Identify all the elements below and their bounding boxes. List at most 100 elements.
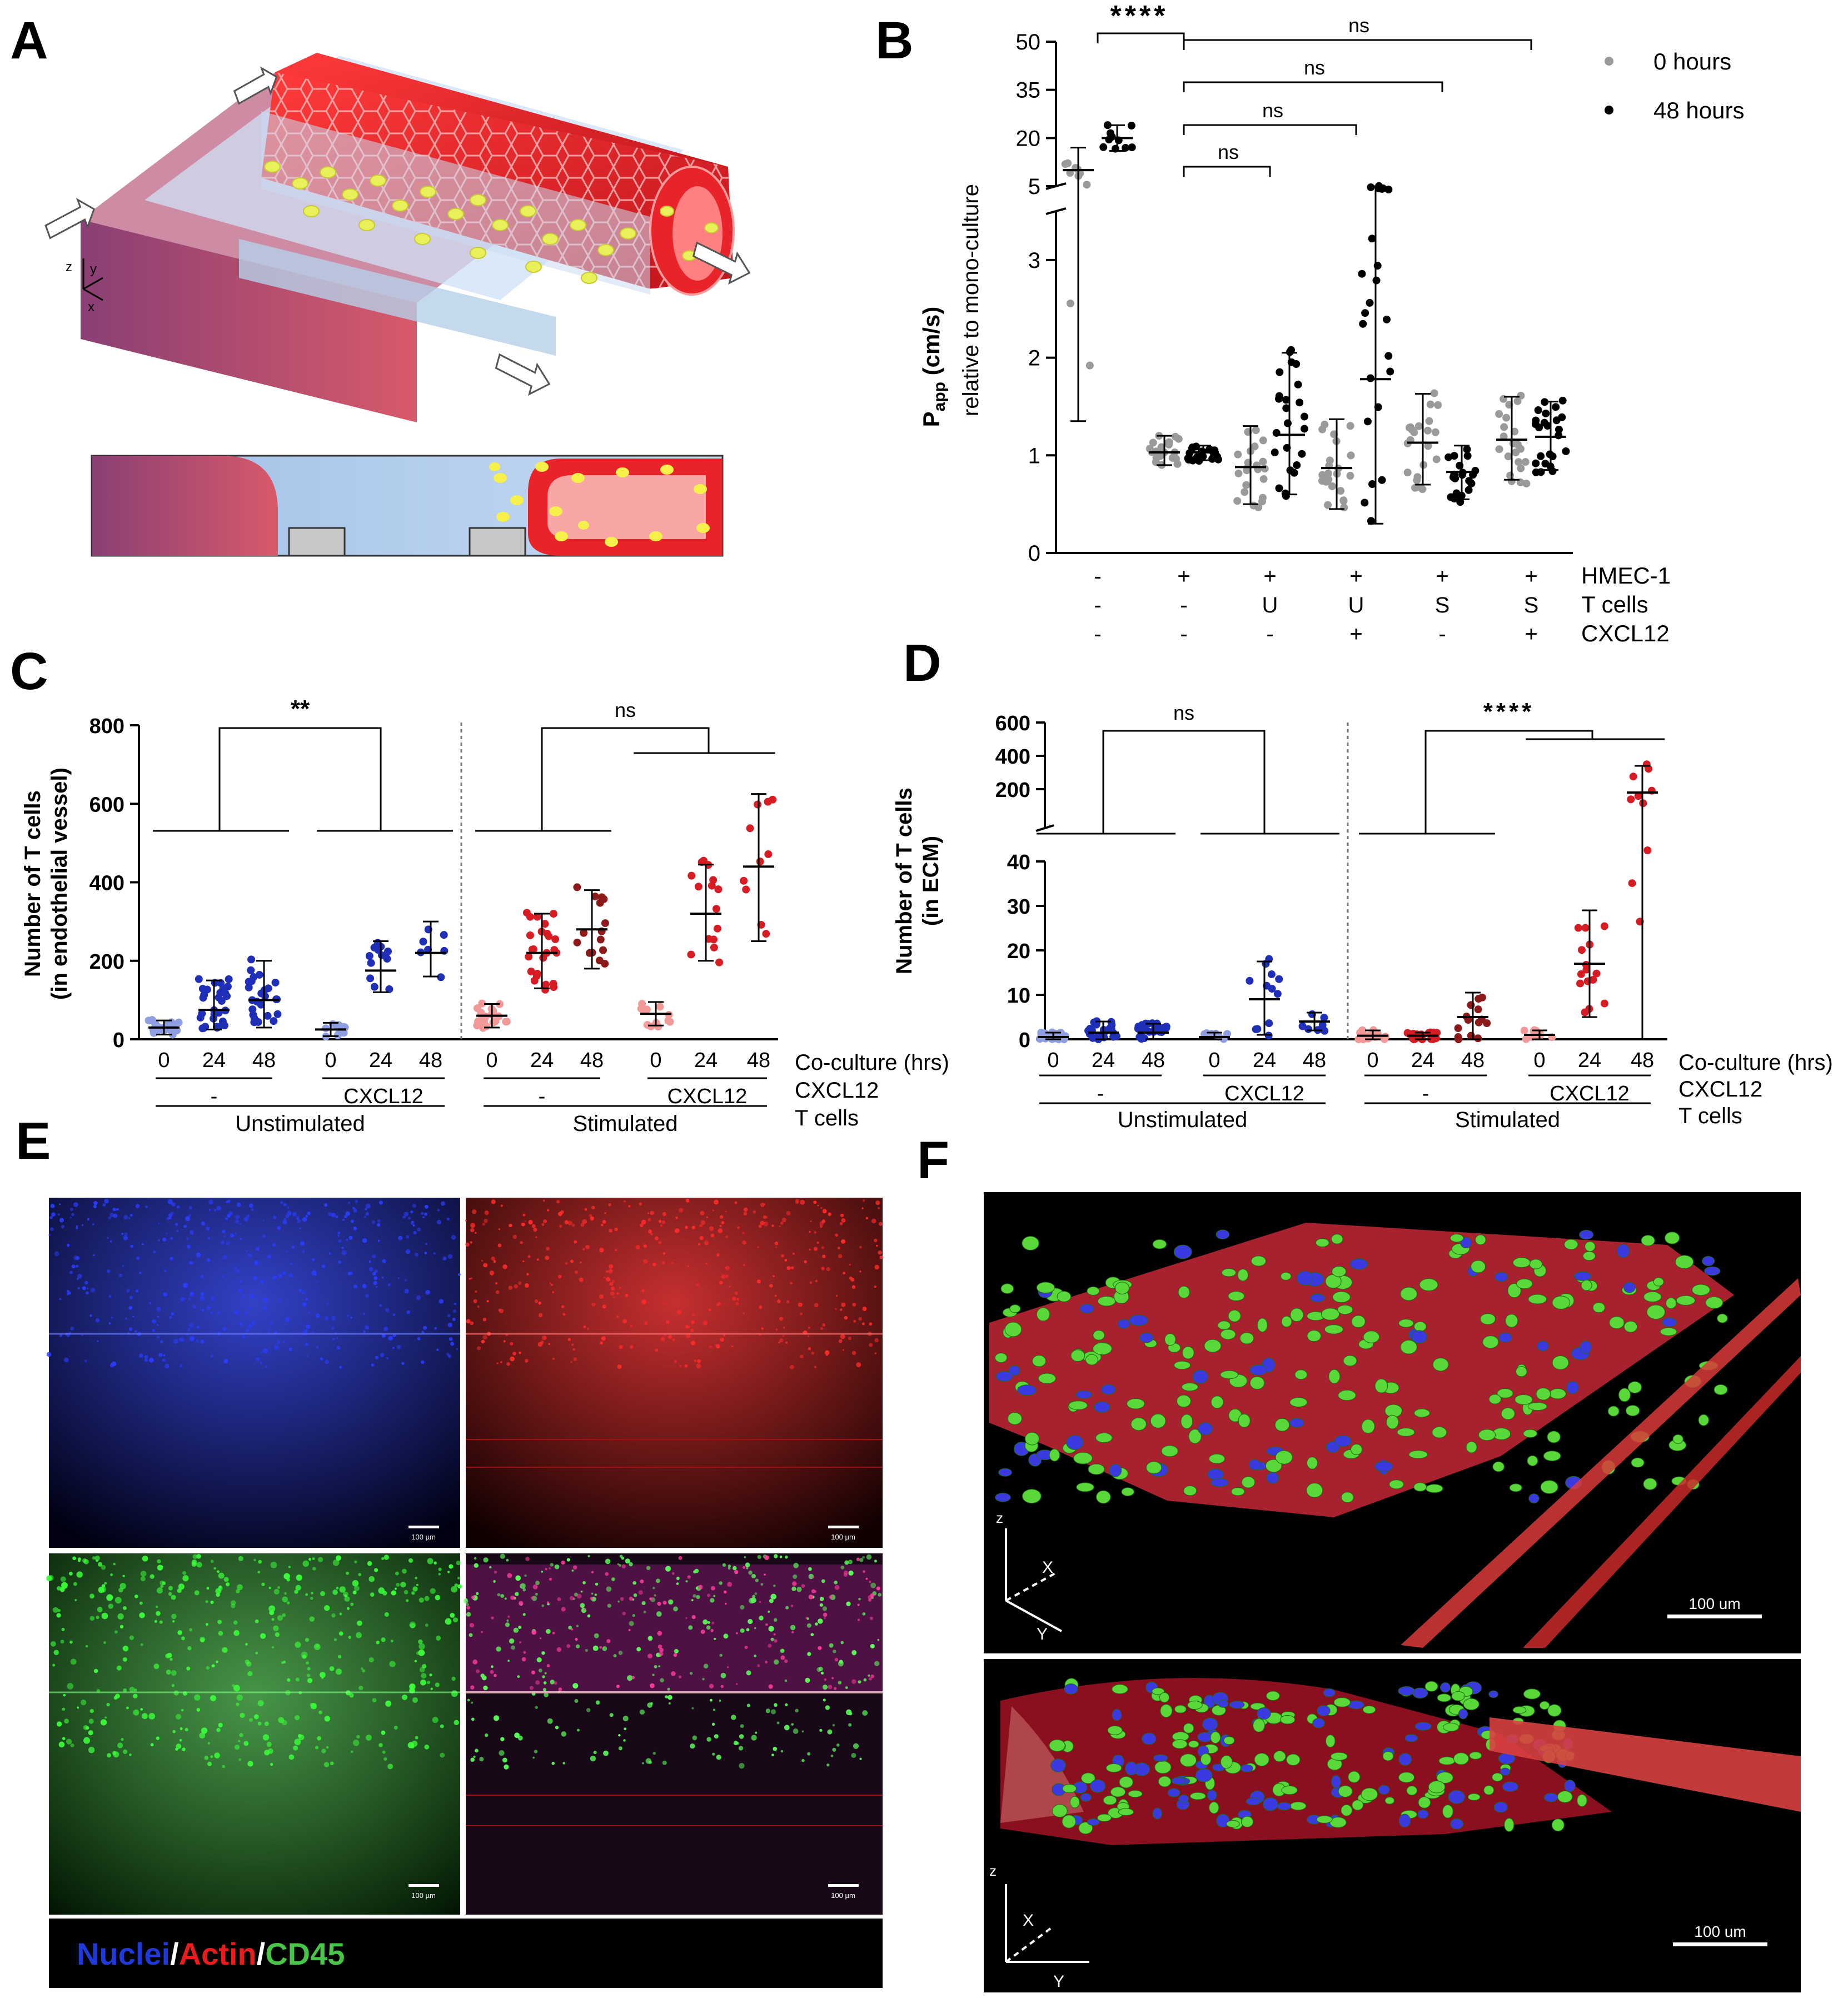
arrow-icon	[44, 198, 96, 240]
micro-speckle	[573, 1357, 577, 1361]
micro-speckle	[527, 1255, 531, 1258]
render-cell	[1436, 1772, 1453, 1784]
micro-speckle	[616, 1685, 620, 1688]
d-point	[1577, 946, 1586, 954]
micro-speckle	[809, 1248, 811, 1251]
c-point	[250, 973, 258, 981]
micro-speckle	[725, 1603, 727, 1605]
micro-speckle	[68, 1571, 73, 1576]
render-cell	[1374, 1378, 1388, 1393]
micro-speckle	[534, 1299, 539, 1303]
micro-speckle	[89, 1616, 95, 1621]
micro-speckle	[483, 1685, 488, 1691]
micro-speckle	[408, 1558, 414, 1563]
render-cell	[1328, 1369, 1341, 1384]
micro-speckle	[541, 1651, 545, 1655]
micro-speckle	[185, 1216, 191, 1222]
c-group: 24	[365, 939, 396, 1072]
c-point	[366, 974, 375, 983]
render-cell	[1317, 1705, 1331, 1717]
micro-speckle	[156, 1307, 161, 1312]
b-condition-label: S	[1435, 593, 1450, 617]
micro-speckle	[248, 1718, 253, 1722]
b-48h-point	[1275, 484, 1283, 492]
micro-speckle	[470, 1241, 472, 1244]
render-cell	[1204, 1339, 1222, 1353]
micro-speckle	[533, 1228, 537, 1232]
d-point	[1574, 924, 1582, 932]
d-row-label: Co-culture (hrs)	[1678, 1050, 1833, 1075]
micro-speckle	[491, 1616, 494, 1620]
micro-speckle	[659, 1647, 664, 1652]
b-condition-label: +	[1349, 622, 1362, 646]
micro-speckle	[642, 1762, 644, 1765]
render-cell	[1152, 1807, 1162, 1820]
render-cell	[1418, 1796, 1431, 1808]
micro-speckle	[666, 1320, 670, 1324]
micro-speckle	[70, 1658, 77, 1665]
render-cell	[1537, 1341, 1549, 1352]
micro-speckle	[713, 1595, 716, 1597]
render-cell	[1210, 1731, 1221, 1744]
render-cell	[1117, 1319, 1130, 1329]
micro-speckle	[676, 1576, 680, 1580]
micro-speckle	[481, 1631, 483, 1633]
micro-speckle	[375, 1356, 378, 1359]
micro-speckle	[473, 1755, 476, 1758]
b-row-label: CXCL12	[1581, 620, 1670, 646]
c-point	[322, 1024, 330, 1033]
c-xtick-label: 48	[419, 1049, 442, 1072]
micro-speckle	[191, 1562, 197, 1567]
micro-speckle	[73, 1202, 78, 1207]
micro-speckle	[206, 1666, 210, 1670]
micro-speckle	[81, 1224, 83, 1226]
micro-speckle	[719, 1653, 723, 1657]
render-cell	[1413, 1482, 1427, 1492]
micro-speckle	[150, 1743, 154, 1747]
micro-speckle	[169, 1316, 172, 1319]
micro-speckle	[318, 1710, 323, 1715]
micro-speckle	[834, 1585, 840, 1590]
micro-speckle	[734, 1201, 738, 1204]
b-condition-label: -	[1180, 622, 1187, 646]
micro-speckle	[69, 1640, 73, 1644]
micro-speckle	[454, 1583, 459, 1587]
micro-speckle	[94, 1555, 100, 1561]
micro-speckle	[176, 1713, 181, 1720]
micro-speckle	[348, 1636, 352, 1639]
micro-speckle	[160, 1340, 163, 1343]
micro-speckle	[679, 1365, 682, 1367]
b-48h-point	[1463, 452, 1472, 460]
micro-speckle	[768, 1643, 772, 1648]
micro-speckle	[498, 1228, 501, 1230]
c-point	[220, 1022, 228, 1030]
micro-speckle	[615, 1249, 617, 1252]
micro-speckle	[344, 1594, 347, 1597]
micro-speckle	[97, 1562, 103, 1567]
micro-speckle	[625, 1293, 629, 1297]
micro-speckle	[311, 1592, 313, 1595]
b-0h-point	[1432, 455, 1441, 464]
micro-speckle	[549, 1567, 551, 1569]
micro-speckle	[486, 1300, 489, 1303]
micro-speckle	[658, 1665, 660, 1668]
micro-speckle	[507, 1573, 512, 1578]
micro-speckle	[186, 1666, 191, 1671]
micro-speckle	[352, 1740, 360, 1746]
render-cell	[1413, 1408, 1431, 1418]
b-48h-point	[1103, 121, 1112, 129]
micro-speckle	[302, 1217, 307, 1222]
render-cell	[1281, 1316, 1292, 1328]
micro-speckle	[386, 1357, 388, 1359]
render-cell	[1332, 1291, 1351, 1303]
micro-speckle	[135, 1204, 140, 1208]
micro-speckle	[470, 1223, 476, 1228]
render-cell	[1428, 1780, 1446, 1793]
micro-speckle	[702, 1677, 705, 1681]
micro-speckle	[50, 1641, 56, 1647]
micro-speckle	[643, 1611, 646, 1614]
micro-speckle	[868, 1677, 872, 1681]
b-condition-label: +	[1525, 622, 1537, 646]
micro-speckle	[595, 1582, 599, 1586]
micro-speckle	[648, 1760, 652, 1765]
